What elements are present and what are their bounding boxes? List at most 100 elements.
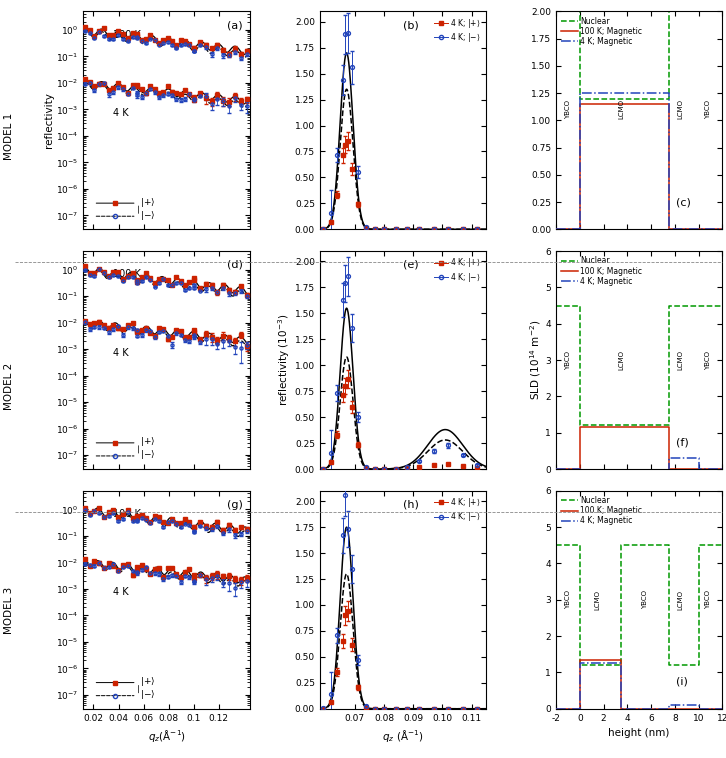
4 K; Magnetic	[576, 89, 584, 98]
Text: $|{+}\rangle$: $|{+}\rangle$	[140, 675, 155, 688]
Nuclear	[576, 540, 584, 550]
Text: 4 K: 4 K	[113, 108, 129, 118]
Text: YBCO: YBCO	[565, 350, 571, 370]
Nuclear	[694, 661, 703, 670]
Line: Nuclear: Nuclear	[556, 0, 722, 99]
100 K; Magnetic	[664, 224, 673, 233]
4 K; Magnetic	[576, 465, 584, 474]
Legend: Nuclear, 100 K; Magnetic, 4 K; Magnetic: Nuclear, 100 K; Magnetic, 4 K; Magnetic	[560, 495, 644, 527]
100 K; Magnetic	[617, 655, 626, 664]
100 K; Magnetic	[718, 704, 726, 713]
100 K; Magnetic	[576, 465, 584, 474]
Text: LCMO: LCMO	[678, 350, 684, 370]
4 K; Magnetic	[576, 224, 584, 233]
100 K; Magnetic	[694, 465, 703, 474]
Line: Nuclear: Nuclear	[556, 545, 722, 666]
Line: 4 K; Magnetic: 4 K; Magnetic	[556, 663, 722, 709]
100 K; Magnetic	[576, 99, 584, 108]
100 K; Magnetic	[694, 704, 703, 713]
4 K; Magnetic	[617, 704, 626, 713]
100 K; Magnetic	[718, 224, 726, 233]
Nuclear	[694, 301, 703, 310]
Y-axis label: SLD ($10^{14}\ \rm m^{-2}$): SLD ($10^{14}\ \rm m^{-2}$)	[528, 320, 542, 400]
100 K; Magnetic	[694, 465, 703, 474]
Line: 100 K; Magnetic: 100 K; Magnetic	[556, 659, 722, 709]
Nuclear	[576, 94, 584, 103]
4 K; Magnetic	[664, 704, 673, 713]
Text: 100 K: 100 K	[113, 30, 142, 39]
100 K; Magnetic	[576, 224, 584, 233]
100 K; Magnetic	[694, 224, 703, 233]
Text: YBCO: YBCO	[565, 100, 571, 119]
100 K; Magnetic	[718, 465, 726, 474]
Text: (f): (f)	[676, 437, 688, 447]
100 K; Magnetic	[576, 423, 584, 432]
Nuclear	[694, 540, 703, 550]
100 K; Magnetic	[664, 465, 673, 474]
Line: 100 K; Magnetic: 100 K; Magnetic	[556, 428, 722, 469]
4 K; Magnetic	[576, 659, 584, 668]
Nuclear	[664, 421, 673, 430]
Nuclear	[617, 540, 626, 550]
Line: Nuclear: Nuclear	[556, 305, 722, 425]
Text: YBCO: YBCO	[565, 590, 571, 609]
Nuclear	[576, 661, 584, 670]
Y-axis label: reflectivity: reflectivity	[44, 92, 54, 149]
Line: 4 K; Magnetic: 4 K; Magnetic	[556, 93, 722, 229]
4 K; Magnetic	[718, 465, 726, 474]
Text: LCMO: LCMO	[678, 590, 684, 609]
4 K; Magnetic	[718, 224, 726, 233]
Text: 100 K: 100 K	[113, 509, 142, 519]
Nuclear	[664, 94, 673, 103]
Text: YBCO: YBCO	[705, 100, 711, 119]
4 K; Magnetic	[694, 224, 703, 233]
100 K; Magnetic	[576, 655, 584, 664]
X-axis label: $q_z(\rm\AA^{-1})$: $q_z(\rm\AA^{-1})$	[147, 728, 186, 744]
Nuclear	[718, 540, 726, 550]
4 K; Magnetic	[552, 465, 560, 474]
Text: $|{-}\rangle$: $|{-}\rangle$	[140, 208, 155, 221]
100 K; Magnetic	[664, 704, 673, 713]
100 K; Magnetic	[664, 704, 673, 713]
4 K; Magnetic	[694, 700, 703, 709]
Nuclear	[664, 540, 673, 550]
4 K; Magnetic	[694, 465, 703, 474]
Text: (a): (a)	[227, 20, 242, 30]
Text: YBCO: YBCO	[705, 590, 711, 609]
Nuclear	[552, 301, 560, 310]
4 K; Magnetic	[552, 224, 560, 233]
4 K; Magnetic	[718, 704, 726, 713]
Legend: 4 K; $|{+}\rangle$, 4 K; $|{-}\rangle$: 4 K; $|{+}\rangle$, 4 K; $|{-}\rangle$	[433, 495, 482, 525]
Legend: Nuclear, 100 K; Magnetic, 4 K; Magnetic: Nuclear, 100 K; Magnetic, 4 K; Magnetic	[560, 15, 644, 48]
100 K; Magnetic	[664, 423, 673, 432]
Nuclear	[552, 540, 560, 550]
Text: MODEL 1: MODEL 1	[4, 113, 14, 160]
Nuclear	[664, 661, 673, 670]
4 K; Magnetic	[664, 89, 673, 98]
Nuclear	[664, 301, 673, 310]
4 K; Magnetic	[617, 659, 626, 668]
Y-axis label: reflectivity ($10^{-3}$): reflectivity ($10^{-3}$)	[276, 314, 292, 406]
X-axis label: $q_z\ (\rm\AA^{-1})$: $q_z\ (\rm\AA^{-1})$	[382, 728, 424, 744]
100 K; Magnetic	[552, 704, 560, 713]
4 K; Magnetic	[694, 704, 703, 713]
Text: $|{+}\rangle$: $|{+}\rangle$	[140, 435, 155, 448]
Text: (i): (i)	[676, 677, 688, 687]
Text: YBCO: YBCO	[705, 350, 711, 370]
Text: MODEL 3: MODEL 3	[4, 587, 14, 634]
4 K; Magnetic	[694, 224, 703, 233]
Text: LCMO: LCMO	[619, 350, 624, 370]
Legend: 4 K; $|{+}\rangle$, 4 K; $|{-}\rangle$: 4 K; $|{+}\rangle$, 4 K; $|{-}\rangle$	[433, 15, 482, 45]
Text: 100 K: 100 K	[113, 269, 142, 279]
Text: $|{-}\rangle$: $|{-}\rangle$	[140, 448, 155, 462]
Nuclear	[576, 421, 584, 430]
Text: LCMO: LCMO	[619, 99, 624, 120]
100 K; Magnetic	[552, 465, 560, 474]
Nuclear	[694, 301, 703, 310]
Text: (h): (h)	[403, 500, 419, 509]
Nuclear	[576, 301, 584, 310]
4 K; Magnetic	[664, 700, 673, 709]
100 K; Magnetic	[694, 704, 703, 713]
Legend: Nuclear, 100 K; Magnetic, 4 K; Magnetic: Nuclear, 100 K; Magnetic, 4 K; Magnetic	[560, 255, 644, 287]
4 K; Magnetic	[694, 453, 703, 462]
